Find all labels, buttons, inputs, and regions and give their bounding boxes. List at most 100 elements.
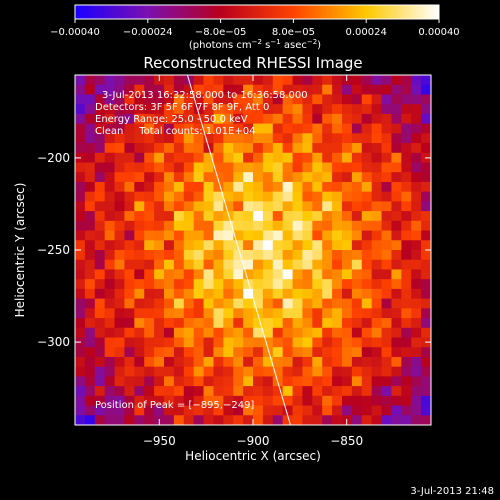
heatmap-cell [193, 240, 205, 251]
heatmap-cell [312, 133, 323, 144]
heatmap-cell [282, 298, 294, 309]
heatmap-cell [272, 347, 284, 358]
heatmap-cell [272, 84, 284, 96]
heatmap-cell [213, 133, 224, 144]
heatmap-cell [134, 94, 145, 105]
heatmap-cell [302, 104, 313, 115]
heatmap-cell [302, 405, 313, 416]
heatmap-cell [272, 104, 284, 115]
heatmap-cell [253, 356, 264, 368]
heatmap-cell [213, 250, 224, 261]
heatmap-cell [233, 211, 244, 222]
heatmap-cell [322, 327, 333, 339]
heatmap-cell [253, 386, 264, 397]
heatmap-cell [243, 211, 254, 222]
heatmap-cell [302, 250, 313, 261]
heatmap-cell [391, 337, 402, 348]
heatmap-cell [233, 143, 244, 154]
heatmap-cell [272, 279, 284, 290]
heatmap-cell [144, 201, 155, 212]
heatmap-cell [351, 318, 363, 329]
heatmap-cell [114, 347, 126, 358]
heatmap-cell [322, 298, 333, 309]
heatmap-cell [391, 240, 402, 251]
heatmap-cell [272, 123, 284, 134]
heatmap-cell [253, 152, 264, 164]
heatmap-cell [124, 191, 135, 202]
heatmap-cell [391, 162, 402, 173]
heatmap-cell [351, 347, 363, 358]
heatmap-cell [213, 279, 224, 290]
heatmap-cell [253, 191, 264, 202]
heatmap-cell [361, 405, 373, 416]
heatmap-cell [173, 84, 185, 96]
heatmap-cell [154, 327, 165, 339]
heatmap-cell [124, 104, 135, 115]
heatmap-cell [134, 201, 145, 212]
heatmap-cell [104, 230, 116, 241]
heatmap-cell [84, 84, 96, 96]
heatmap-cell [332, 279, 343, 290]
heatmap-cell [104, 123, 116, 134]
heatmap-cell [134, 405, 145, 416]
heatmap-cell [272, 269, 284, 280]
heatmap-cell [411, 269, 422, 280]
heatmap-cell [262, 220, 274, 232]
heatmap-cell [154, 405, 165, 416]
heatmap-cell [282, 376, 294, 387]
heatmap-cell [233, 240, 244, 251]
heatmap-cell [173, 143, 185, 154]
heatmap-cell [233, 337, 244, 348]
heatmap-cell [243, 395, 254, 407]
heatmap-cell [401, 386, 412, 397]
heatmap-cell [243, 376, 254, 387]
heatmap-cell [183, 347, 195, 358]
heatmap-cell [114, 230, 126, 241]
heatmap-cell [183, 133, 195, 144]
heatmap-cell [154, 172, 165, 183]
heatmap-cell [84, 240, 96, 251]
heatmap-cell [173, 75, 185, 86]
heatmap-cell [322, 337, 333, 348]
heatmap-cell [371, 327, 383, 339]
heatmap-cell [371, 347, 383, 358]
heatmap-cell [292, 250, 304, 261]
heatmap-cell [361, 220, 373, 232]
heatmap-image [75, 75, 431, 425]
heatmap-cell [134, 133, 145, 144]
heatmap-cell [134, 84, 145, 96]
heatmap-cell [332, 181, 343, 193]
heatmap-cell [124, 75, 135, 86]
heatmap-cell [272, 181, 284, 193]
heatmap-cell [411, 123, 422, 134]
heatmap-cell [332, 162, 343, 173]
heatmap-cell [361, 123, 373, 134]
heatmap-cell [411, 143, 422, 154]
heatmap-cell [193, 269, 205, 280]
heatmap-cell [173, 250, 185, 261]
heatmap-cell [411, 191, 422, 202]
heatmap-cell [243, 75, 254, 86]
heatmap-cell [94, 279, 106, 290]
heatmap-cell [253, 327, 264, 339]
heatmap-cell [282, 84, 294, 96]
heatmap-cell [361, 84, 373, 96]
heatmap-cell [114, 386, 126, 397]
heatmap-cell [203, 104, 215, 115]
heatmap-cell [164, 308, 175, 319]
heatmap-cell [361, 269, 373, 280]
heatmap-cell [75, 337, 86, 348]
heatmap-cell [104, 298, 116, 309]
heatmap-cell [75, 356, 86, 368]
heatmap-cell [124, 211, 135, 222]
heatmap-cell [84, 288, 96, 300]
heatmap-cell [361, 240, 373, 251]
heatmap-cell [342, 181, 353, 193]
heatmap-cell [391, 104, 402, 115]
heatmap-cell [411, 133, 422, 144]
heatmap-cell [302, 123, 313, 134]
heatmap-cell [371, 201, 383, 212]
heatmap-cell [164, 337, 175, 348]
heatmap-cell [193, 366, 205, 377]
